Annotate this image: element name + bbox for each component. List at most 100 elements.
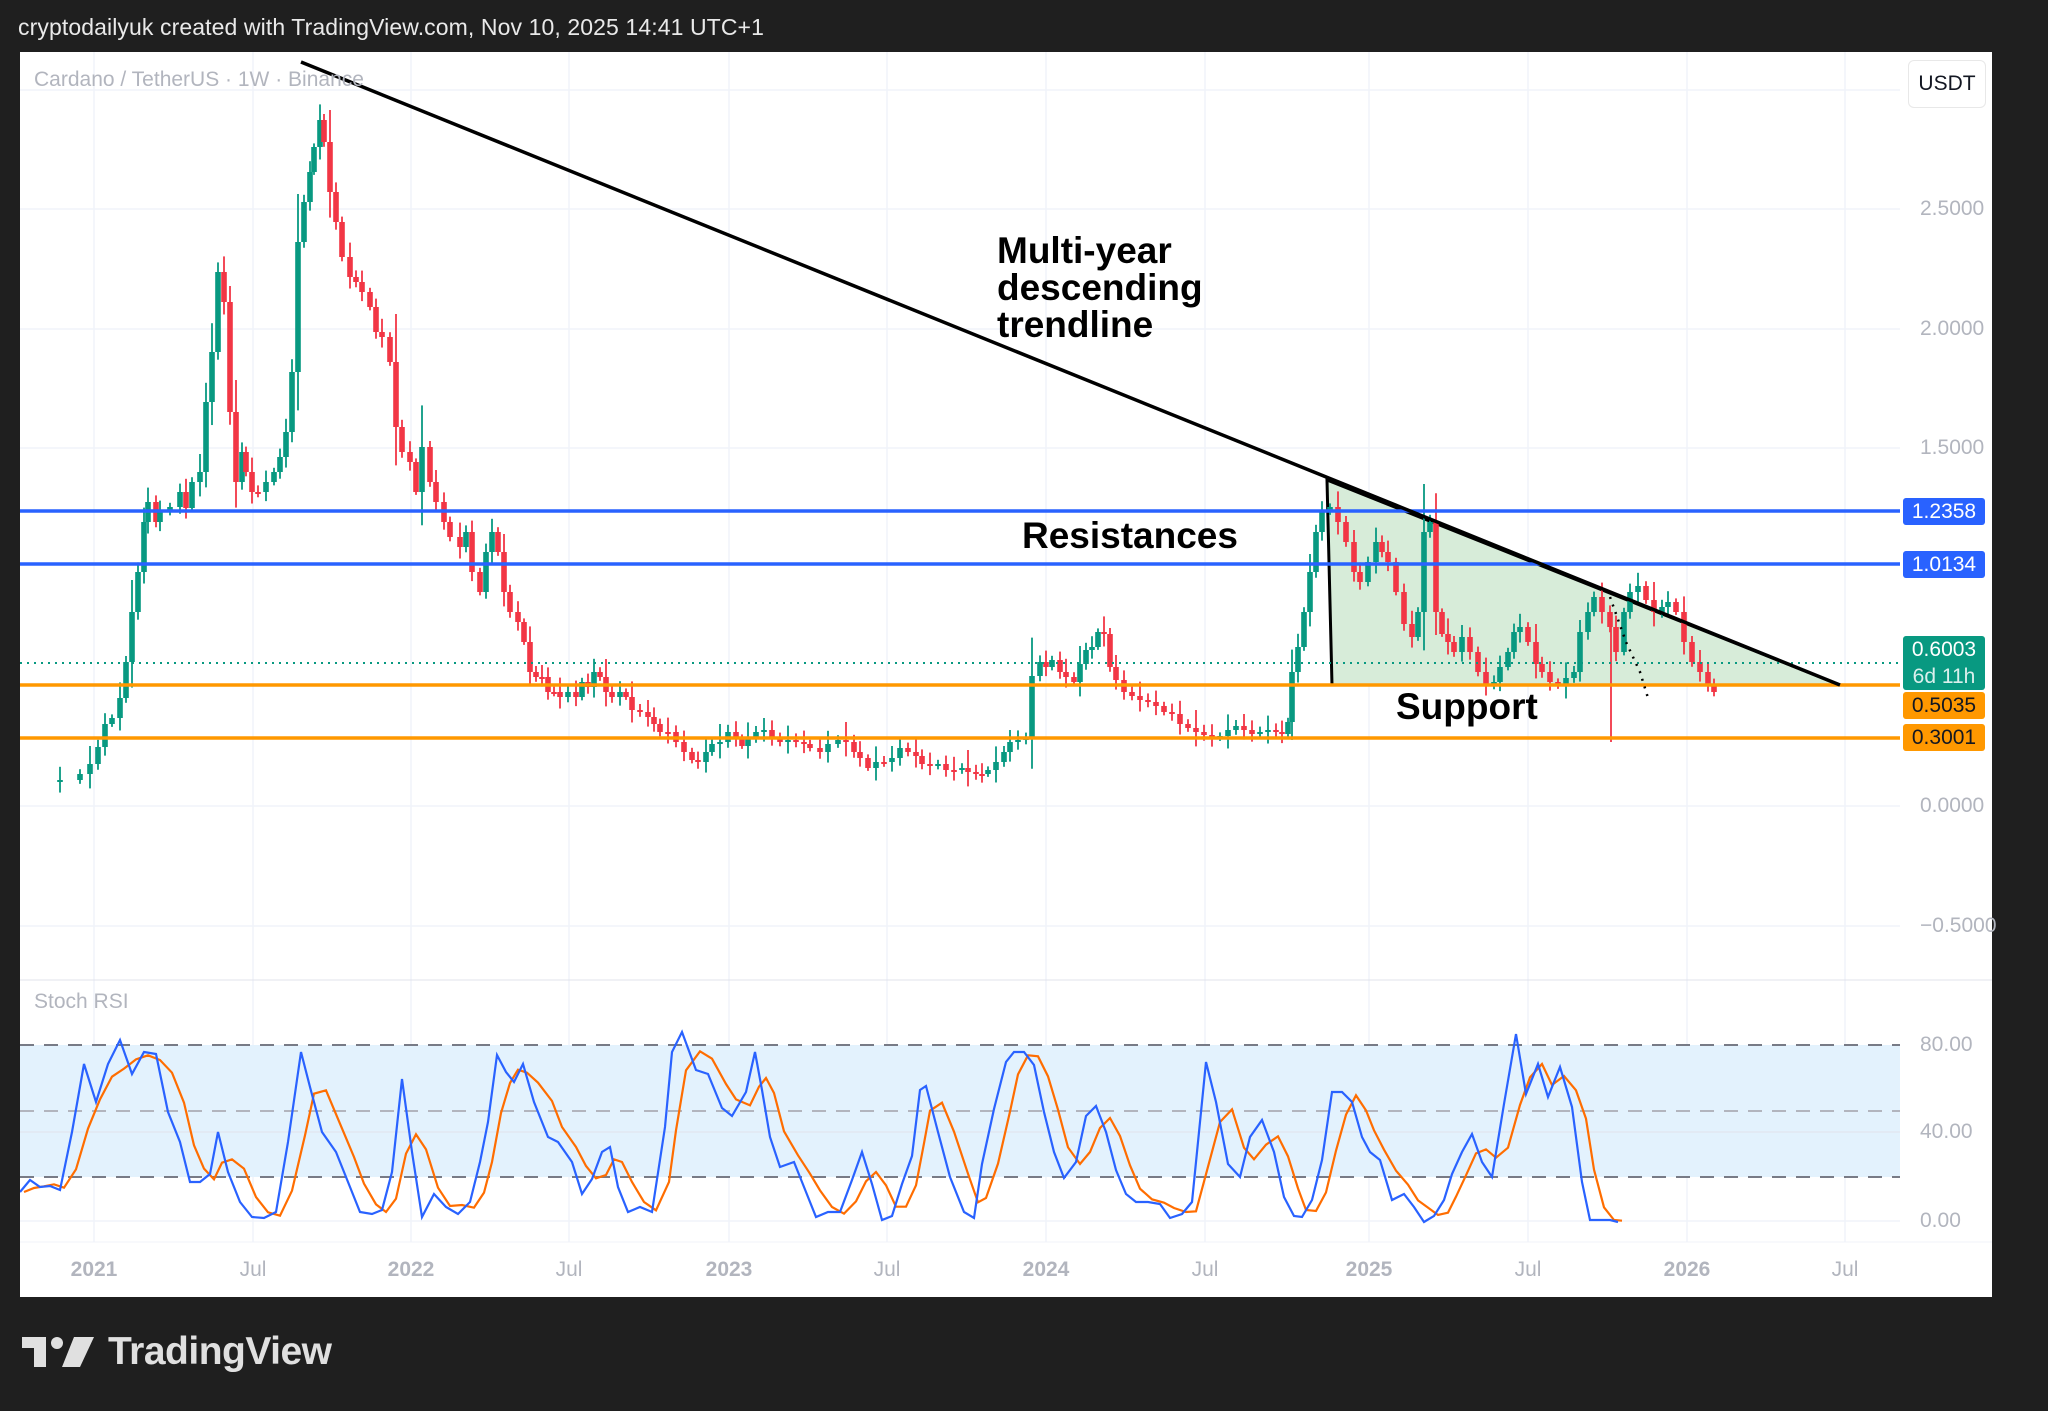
candle-down	[515, 612, 521, 622]
candle-up	[157, 512, 163, 522]
candle-down	[407, 452, 413, 462]
candle-up	[1289, 672, 1295, 722]
candle-down	[1393, 562, 1399, 592]
candle-up	[489, 532, 495, 552]
candle-down	[665, 732, 671, 734]
candle-down	[1201, 732, 1207, 735]
candle-up	[239, 452, 245, 482]
tradingview-logo-icon	[22, 1337, 94, 1367]
candle-down	[1145, 700, 1151, 702]
candle-down	[221, 272, 227, 302]
candle-down	[227, 302, 233, 412]
chart-canvas[interactable]	[20, 52, 1992, 1297]
candle-down	[1547, 672, 1553, 682]
price-axis-label: 1.5000	[1920, 436, 1985, 459]
price-level-tag: 1.2358	[1903, 498, 1985, 525]
candle-up	[825, 744, 831, 752]
stoch-rsi-legend: Stoch RSI	[34, 990, 129, 1013]
candle-up	[277, 457, 283, 472]
candle-down	[851, 742, 857, 752]
candle-up	[301, 202, 307, 242]
candle-down	[1681, 612, 1687, 642]
projection-path	[1608, 596, 1650, 699]
candle-up	[197, 472, 203, 482]
time-axis-label: 2025	[1345, 1258, 1393, 1281]
candle-down	[527, 642, 533, 672]
candle-down	[1335, 507, 1341, 522]
candle-down	[1193, 728, 1199, 732]
candle-down	[495, 532, 501, 552]
candle-up	[1233, 726, 1239, 730]
candle-down	[1129, 692, 1135, 696]
candle-down	[1161, 706, 1167, 712]
price-axis-label: 0.0000	[1920, 794, 1985, 817]
candle-down	[681, 742, 687, 752]
candle-down	[1475, 652, 1481, 672]
resistance-annotation[interactable]: Resistances	[1022, 515, 1238, 556]
candle-up	[1591, 597, 1597, 612]
trendline-annotation[interactable]: Multi-year descending trendline	[997, 230, 1203, 345]
candle-up	[1627, 592, 1633, 612]
candle-up	[311, 147, 317, 172]
candle-down	[609, 692, 615, 697]
candle-up	[77, 774, 83, 780]
time-axis-label: Jul	[239, 1258, 267, 1281]
candle-down	[353, 277, 359, 282]
price-level-value: 0.6003	[1911, 638, 1977, 661]
candle-down	[913, 752, 919, 756]
candle-down	[1439, 612, 1445, 634]
candle-up	[283, 432, 289, 457]
price-axis-label: −0.5000	[1920, 914, 1997, 937]
candle-down	[507, 592, 513, 612]
candle-up	[959, 768, 965, 770]
candle-down	[637, 710, 643, 712]
candle-up	[1505, 652, 1511, 667]
candle-up	[483, 552, 489, 592]
candle-down	[1651, 600, 1657, 612]
candle-down	[817, 748, 823, 752]
candle-up	[129, 612, 135, 662]
candle-up	[117, 698, 123, 718]
time-axis-label: 2022	[387, 1258, 435, 1281]
candle-down	[333, 192, 339, 222]
price-level-value: 0.3001	[1911, 726, 1977, 749]
candle-up	[1427, 522, 1433, 532]
candle-down	[1445, 634, 1451, 642]
support-annotation[interactable]: Support	[1396, 686, 1538, 727]
candle-down	[1607, 612, 1613, 627]
candle-down	[689, 752, 695, 760]
time-axis-label: Jul	[1831, 1258, 1859, 1281]
candle-up	[897, 748, 903, 758]
candle-down	[413, 462, 419, 492]
candle-down	[1467, 637, 1473, 652]
candle-up	[57, 780, 63, 782]
price-level-value: 1.0134	[1911, 553, 1977, 576]
candle-up	[1491, 682, 1497, 684]
tradingview-logo[interactable]: TradingView	[22, 1330, 332, 1374]
candle-down	[1351, 542, 1357, 572]
candle-up	[1007, 742, 1013, 752]
stoch-k-line	[20, 1029, 1619, 1224]
candle-up	[565, 692, 571, 697]
candle-down	[1177, 714, 1183, 724]
candle-up	[935, 764, 941, 766]
stoch-axis-label: 0.00	[1920, 1209, 1961, 1232]
price-level-value: 0.5035	[1911, 694, 1977, 717]
time-axis-label: Jul	[1191, 1258, 1219, 1281]
candle-up	[1037, 662, 1043, 676]
candle-down	[379, 332, 385, 337]
candle-up	[203, 402, 209, 472]
currency-button[interactable]: USDT	[1908, 60, 1986, 108]
candle-down	[457, 537, 463, 547]
candle-up	[1029, 676, 1035, 738]
candle-down	[321, 120, 327, 142]
candle-up	[123, 662, 129, 698]
candle-down	[1071, 677, 1077, 682]
candle-up	[889, 758, 895, 762]
candle-down	[501, 552, 507, 592]
candle-down	[347, 257, 353, 277]
candle-up	[1635, 586, 1641, 592]
candle-up	[985, 770, 991, 774]
chart-panel[interactable]: Cardano / TetherUS · 1W · Binance USDT 2…	[20, 52, 1997, 1297]
candle-down	[433, 482, 439, 502]
